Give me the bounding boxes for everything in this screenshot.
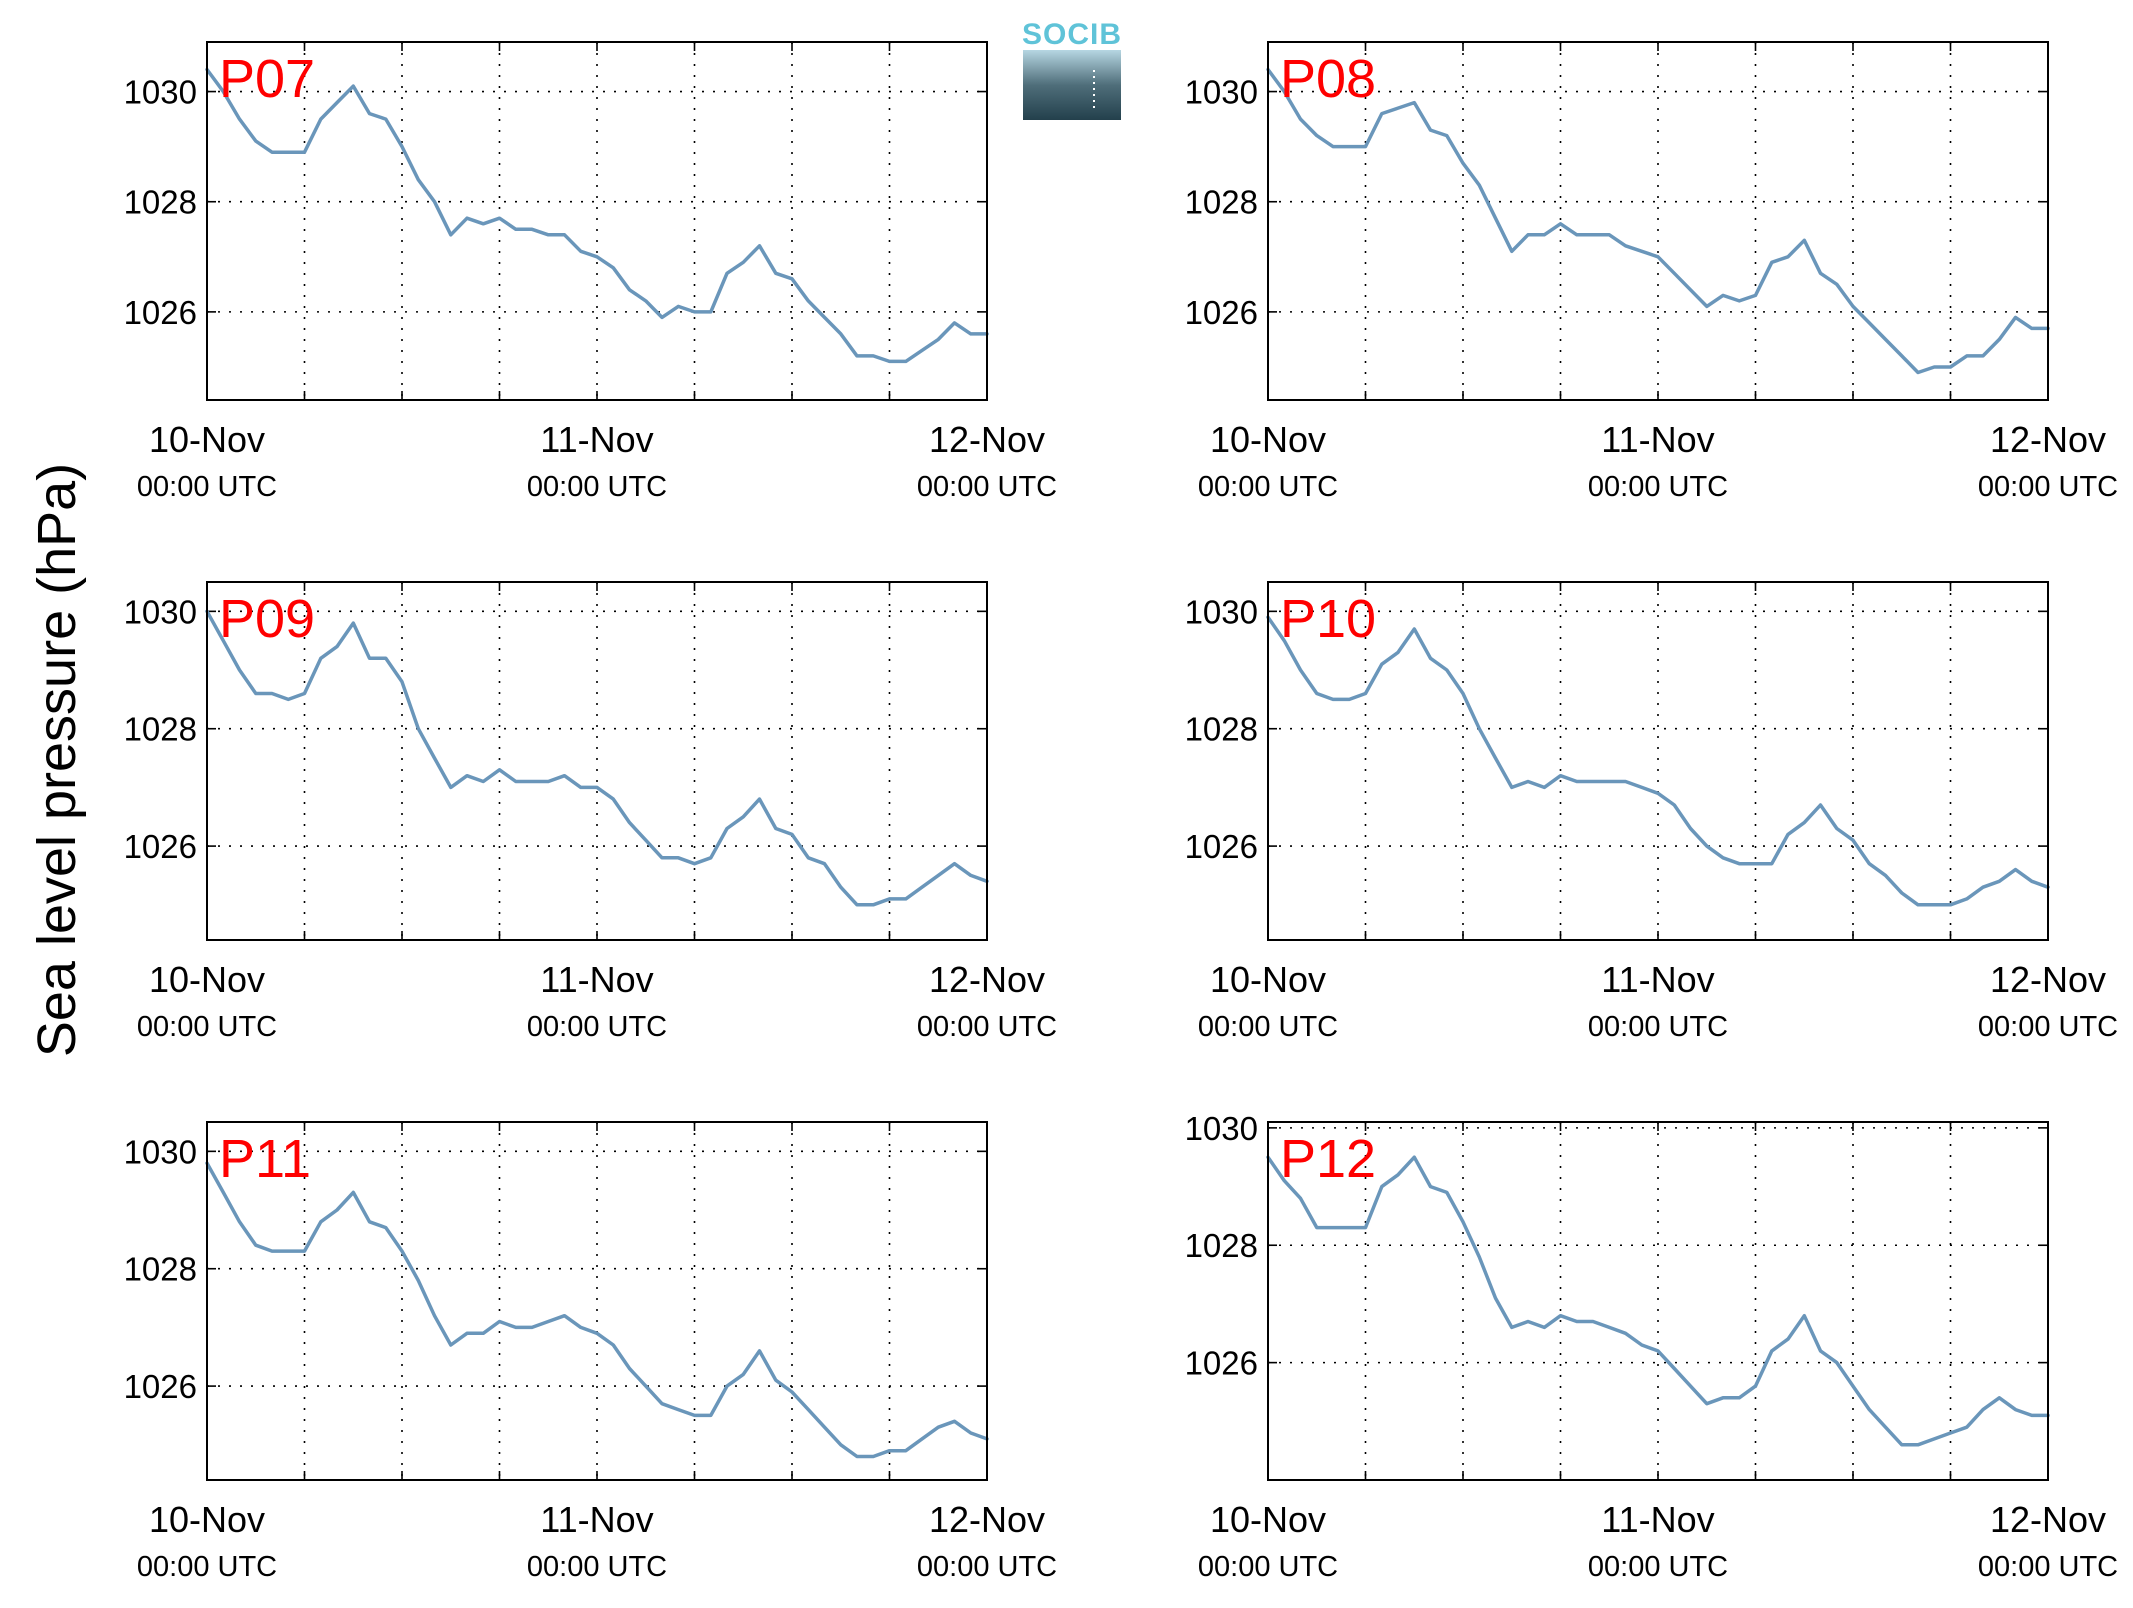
y-tick-label: 1026	[1185, 294, 1258, 331]
panel-label: P09	[219, 589, 315, 649]
series-line	[205, 67, 989, 364]
x-tick-label-date: 11-Nov	[540, 1499, 653, 1540]
x-tick-label-time: 00:00 UTC	[917, 471, 1057, 503]
x-tick-label-date: 12-Nov	[1990, 1499, 2106, 1540]
axes-box	[206, 41, 988, 401]
x-tick-label-date: 10-Nov	[1210, 1499, 1326, 1540]
panel-p08: 1026 1028 1030 P08 10-Nov 00:00 UTC 11-Nov 00:0…	[1185, 41, 2118, 503]
y-axis-label: Sea level pressure (hPa)	[27, 463, 87, 1057]
x-tick-label-date: 10-Nov	[1210, 419, 1326, 460]
x-tick-label-date: 12-Nov	[929, 419, 1045, 460]
y-tick-label: 1030	[124, 1133, 197, 1170]
x-tick-label-date: 12-Nov	[1990, 959, 2106, 1000]
x-tick-label-time: 00:00 UTC	[527, 471, 667, 503]
x-tick-label-date: 12-Nov	[1990, 419, 2106, 460]
panel-p12: 1026 1028 1030 P12 10-Nov 00:00 UTC 11-Nov 00:0…	[1185, 1110, 2119, 1583]
x-tick-label-time: 00:00 UTC	[1588, 471, 1728, 503]
y-tick-label: 1030	[124, 593, 197, 630]
x-tick-label-date: 12-Nov	[929, 1499, 1045, 1540]
panel-label: P10	[1280, 589, 1376, 649]
panel-p09: 1026 1028 1030 P09 10-Nov 00:00 UTC 11-Nov 00:0…	[124, 581, 1057, 1043]
x-tick-label-date: 11-Nov	[540, 419, 653, 460]
x-tick-label-time: 00:00 UTC	[1198, 471, 1338, 503]
y-tick-label: 1028	[1185, 1227, 1258, 1264]
panel-p10: 1026 1028 1030 P10 10-Nov 00:00 UTC 11-Nov 00:0…	[1185, 581, 2118, 1043]
y-tick-label: 1028	[124, 711, 197, 748]
socib-logo-text: SOCIB	[1022, 18, 1122, 51]
y-tick-label: 1028	[1185, 711, 1258, 748]
series-line	[205, 609, 989, 907]
y-tick-label: 1026	[124, 828, 197, 865]
axes-box	[206, 581, 988, 941]
series-line	[1266, 67, 2050, 375]
socib-logo-mark	[1023, 50, 1121, 120]
x-tick-label-date: 10-Nov	[1210, 959, 1326, 1000]
x-tick-label-time: 00:00 UTC	[1978, 1011, 2118, 1043]
axes-box	[1267, 41, 2049, 401]
panel-p07: 1026 1028 1030 P07 10-Nov 00:00 UTC 11-Nov 00:0…	[124, 41, 1057, 503]
x-tick-label-time: 00:00 UTC	[527, 1551, 667, 1583]
y-tick-label: 1026	[124, 1368, 197, 1405]
x-tick-label-time: 00:00 UTC	[137, 471, 277, 503]
x-tick-label-time: 00:00 UTC	[137, 1551, 277, 1583]
y-tick-label: 1026	[124, 294, 197, 331]
panel-label: P07	[219, 49, 315, 109]
x-tick-label-date: 11-Nov	[1601, 959, 1714, 1000]
axes-box	[1267, 581, 2049, 941]
axes-box	[206, 1121, 988, 1481]
socib-logo: SOCIB	[1022, 18, 1122, 120]
x-tick-label-time: 00:00 UTC	[1198, 1551, 1338, 1583]
x-tick-label-time: 00:00 UTC	[137, 1011, 277, 1043]
series-line	[1266, 615, 2050, 907]
x-tick-label-time: 00:00 UTC	[1198, 1011, 1338, 1043]
x-tick-label-date: 10-Nov	[149, 959, 265, 1000]
x-tick-label-date: 11-Nov	[1601, 419, 1714, 460]
x-tick-label-time: 00:00 UTC	[527, 1011, 667, 1043]
x-tick-label-date: 10-Nov	[149, 419, 265, 460]
x-tick-label-time: 00:00 UTC	[1978, 471, 2118, 503]
series-line	[205, 1161, 989, 1459]
panel-label: P08	[1280, 49, 1376, 109]
y-tick-label: 1030	[1185, 593, 1258, 630]
axes-box	[1267, 1121, 2049, 1481]
y-tick-label: 1026	[1185, 828, 1258, 865]
series-line	[1266, 1155, 2050, 1447]
x-tick-label-time: 00:00 UTC	[1978, 1551, 2118, 1583]
y-tick-label: 1030	[1185, 1110, 1258, 1147]
y-tick-label: 1028	[1185, 184, 1258, 221]
panels: 1026 1028 1030 P07 10-Nov 00:00 UTC 11-Nov 00:0…	[124, 41, 2119, 1583]
y-tick-label: 1030	[1185, 74, 1258, 111]
x-tick-label-time: 00:00 UTC	[1588, 1551, 1728, 1583]
panel-p11: 1026 1028 1030 P11 10-Nov 00:00 UTC 11-Nov 00:0…	[124, 1121, 1057, 1583]
y-tick-label: 1028	[124, 184, 197, 221]
panel-label: P11	[219, 1129, 311, 1189]
y-tick-label: 1026	[1185, 1345, 1258, 1382]
x-tick-label-date: 11-Nov	[1601, 1499, 1714, 1540]
x-tick-label-time: 00:00 UTC	[917, 1011, 1057, 1043]
panel-label: P12	[1280, 1129, 1376, 1189]
x-tick-label-time: 00:00 UTC	[917, 1551, 1057, 1583]
x-tick-label-date: 10-Nov	[149, 1499, 265, 1540]
y-tick-label: 1030	[124, 74, 197, 111]
x-tick-label-date: 11-Nov	[540, 959, 653, 1000]
x-tick-label-time: 00:00 UTC	[1588, 1011, 1728, 1043]
x-tick-label-date: 12-Nov	[929, 959, 1045, 1000]
y-tick-label: 1028	[124, 1251, 197, 1288]
